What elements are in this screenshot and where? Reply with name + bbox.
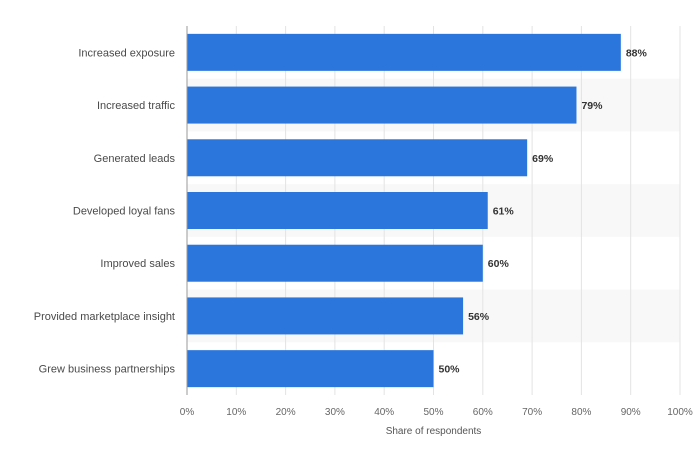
value-label: 61% xyxy=(493,206,515,218)
x-tick-label: 90% xyxy=(621,407,641,418)
x-axis-title: Share of respondents xyxy=(386,426,482,437)
bar xyxy=(187,297,464,335)
x-tick-label: 20% xyxy=(276,407,296,418)
x-tick-label: 50% xyxy=(423,407,443,418)
x-tick-labels: 0% 10% 20% 30% 40% 50% 60% 70% 80% 90% 100% xyxy=(180,407,693,418)
value-label: 60% xyxy=(488,258,510,270)
value-label: 79% xyxy=(581,100,603,112)
x-tick-label: 0% xyxy=(180,407,195,418)
category-label: Provided marketplace insight xyxy=(34,311,175,323)
category-labels: Increased exposure Increased traffic Gener… xyxy=(34,47,176,375)
category-label: Improved sales xyxy=(100,258,175,270)
x-tick-label: 40% xyxy=(374,407,394,418)
category-label: Generated leads xyxy=(94,153,176,165)
x-tick-label: 80% xyxy=(571,407,591,418)
bar xyxy=(187,244,483,282)
category-label: Grew business partnerships xyxy=(39,364,176,376)
x-tick-label: 10% xyxy=(226,407,246,418)
bar xyxy=(187,192,488,229)
x-tick-label: 100% xyxy=(667,407,693,418)
value-label: 88% xyxy=(626,47,648,59)
bar xyxy=(187,139,528,177)
value-label: 56% xyxy=(468,311,490,323)
value-label: 50% xyxy=(439,364,461,376)
x-tick-label: 60% xyxy=(473,407,493,418)
bar xyxy=(187,33,621,71)
x-tick-label: 30% xyxy=(325,407,345,418)
category-label: Developed loyal fans xyxy=(73,206,176,218)
category-label: Increased traffic xyxy=(97,100,176,112)
category-label: Increased exposure xyxy=(78,47,175,59)
x-tick-label: 70% xyxy=(522,407,542,418)
value-label: 69% xyxy=(532,153,554,165)
bars xyxy=(187,33,621,388)
value-labels: 88% 79% 69% 61% 60% 56% 50% xyxy=(439,47,648,375)
bar xyxy=(187,86,577,124)
bar xyxy=(187,350,434,388)
